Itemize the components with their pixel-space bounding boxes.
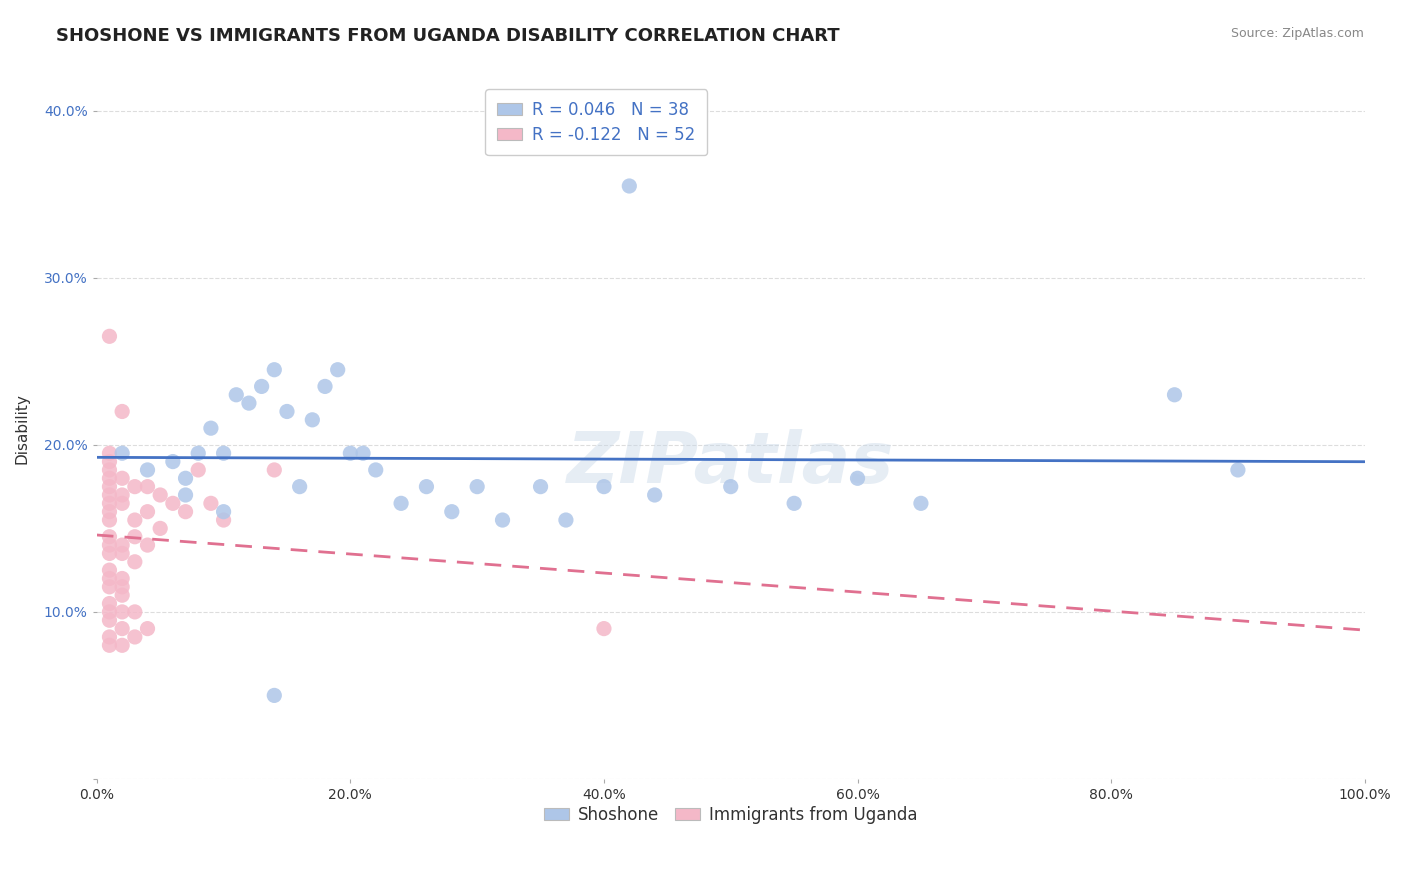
Point [111, 638, 134, 652]
Point [124, 630, 146, 644]
Point [415, 480, 437, 494]
Point [364, 463, 387, 477]
Point [149, 488, 172, 502]
Point [111, 605, 134, 619]
Point [1163, 388, 1185, 402]
Point [136, 463, 159, 477]
Point [98, 546, 121, 560]
Point [98, 329, 121, 343]
Point [98, 538, 121, 552]
Point [174, 505, 197, 519]
Point [910, 496, 932, 510]
Point [149, 521, 172, 535]
Point [263, 362, 285, 376]
Point [111, 546, 134, 560]
Point [98, 580, 121, 594]
Point [111, 580, 134, 594]
Point [111, 588, 134, 602]
Point [846, 471, 869, 485]
Text: ZIPatlas: ZIPatlas [567, 429, 894, 498]
Point [98, 471, 121, 485]
Point [263, 463, 285, 477]
Point [554, 513, 576, 527]
Point [593, 622, 616, 636]
Point [187, 463, 209, 477]
Point [465, 480, 488, 494]
Point [98, 572, 121, 586]
Point [238, 396, 260, 410]
Point [352, 446, 374, 460]
Point [529, 480, 551, 494]
Point [111, 404, 134, 418]
Point [174, 471, 197, 485]
Point [212, 446, 235, 460]
Y-axis label: Disability: Disability [15, 392, 30, 464]
Point [124, 605, 146, 619]
Point [136, 480, 159, 494]
Point [111, 446, 134, 460]
Point [98, 488, 121, 502]
Point [200, 421, 222, 435]
Point [98, 480, 121, 494]
Point [225, 388, 247, 402]
Point [1226, 463, 1249, 477]
Point [389, 496, 412, 510]
Point [212, 513, 235, 527]
Point [98, 446, 121, 460]
Point [98, 513, 121, 527]
Point [440, 505, 463, 519]
Point [136, 622, 159, 636]
Point [98, 530, 121, 544]
Point [263, 689, 285, 703]
Point [98, 605, 121, 619]
Point [200, 496, 222, 510]
Point [276, 404, 298, 418]
Point [98, 638, 121, 652]
Point [491, 513, 513, 527]
Point [644, 488, 666, 502]
Point [187, 446, 209, 460]
Point [301, 413, 323, 427]
Point [212, 505, 235, 519]
Point [339, 446, 361, 460]
Point [136, 538, 159, 552]
Text: SHOSHONE VS IMMIGRANTS FROM UGANDA DISABILITY CORRELATION CHART: SHOSHONE VS IMMIGRANTS FROM UGANDA DISAB… [56, 27, 839, 45]
Point [593, 480, 616, 494]
Point [98, 463, 121, 477]
Point [111, 622, 134, 636]
Point [111, 471, 134, 485]
Point [174, 488, 197, 502]
Point [98, 505, 121, 519]
Point [111, 488, 134, 502]
Point [162, 496, 184, 510]
Point [124, 530, 146, 544]
Point [111, 572, 134, 586]
Point [314, 379, 336, 393]
Point [98, 454, 121, 468]
Point [98, 630, 121, 644]
Point [98, 597, 121, 611]
Point [111, 496, 134, 510]
Point [326, 362, 349, 376]
Point [619, 179, 641, 194]
Point [98, 496, 121, 510]
Point [98, 613, 121, 627]
Point [288, 480, 311, 494]
Point [720, 480, 742, 494]
Point [111, 538, 134, 552]
Point [124, 480, 146, 494]
Point [98, 563, 121, 577]
Point [136, 505, 159, 519]
Point [124, 513, 146, 527]
Point [250, 379, 273, 393]
Text: Source: ZipAtlas.com: Source: ZipAtlas.com [1230, 27, 1364, 40]
Point [783, 496, 806, 510]
Legend: Shoshone, Immigrants from Uganda: Shoshone, Immigrants from Uganda [534, 796, 928, 834]
Point [124, 555, 146, 569]
Point [162, 454, 184, 468]
